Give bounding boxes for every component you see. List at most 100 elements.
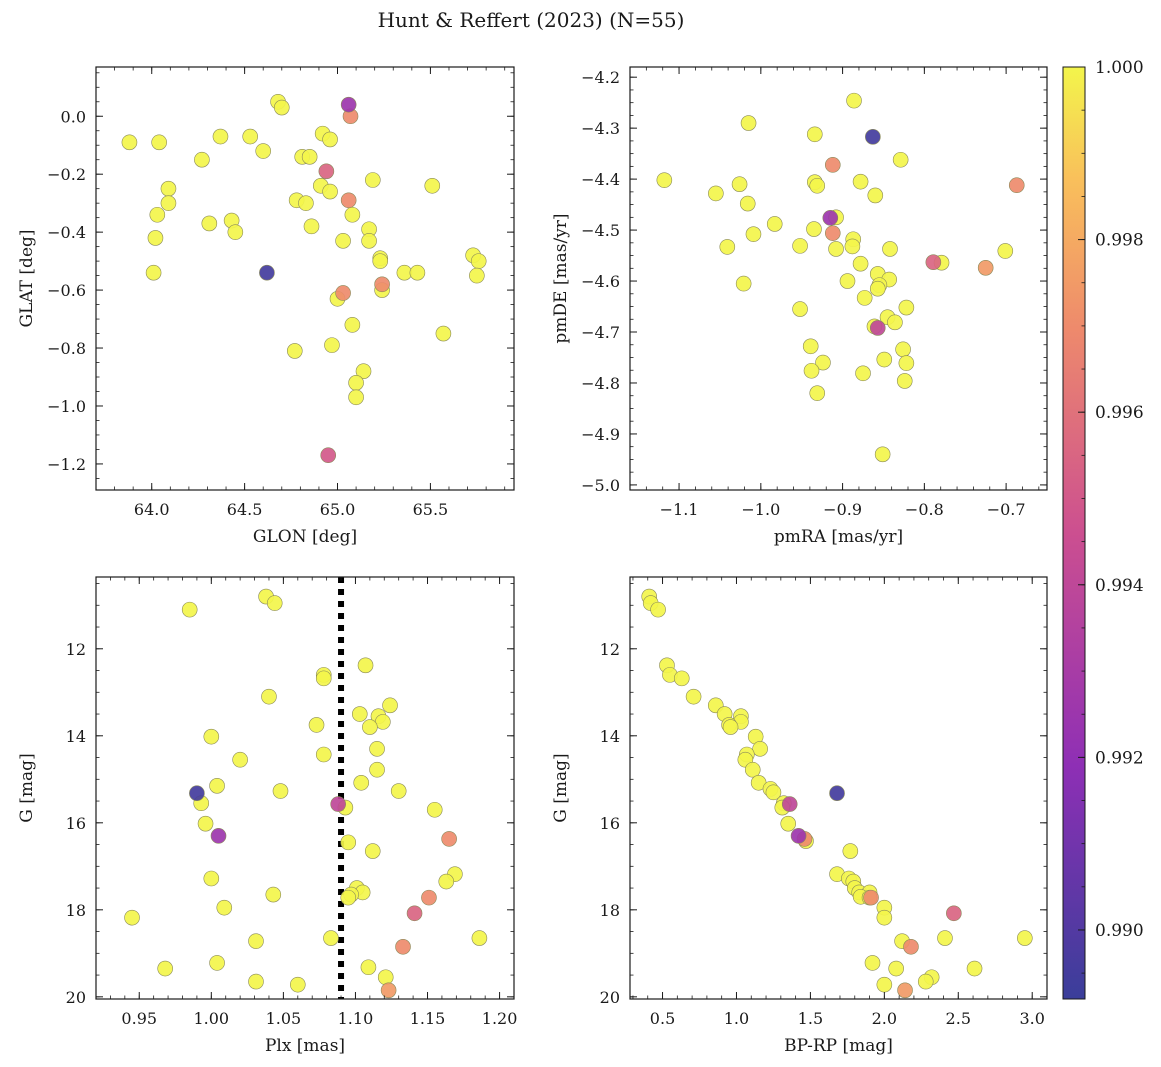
scatter-point — [869, 280, 886, 297]
scatter-point — [121, 134, 138, 151]
scatter-point — [896, 373, 913, 389]
x-axis-label: pmRA [mas/yr] — [774, 527, 903, 547]
scatter-point — [395, 938, 411, 955]
scatter-point — [259, 264, 275, 281]
scatter-point — [937, 930, 953, 946]
scatter-point — [124, 909, 140, 926]
scatter-point — [353, 774, 370, 791]
scatter-point — [344, 206, 361, 223]
scatter-point — [887, 314, 903, 331]
scatter-point — [731, 176, 748, 193]
scatter-point — [301, 149, 318, 165]
scatter-point — [809, 385, 826, 401]
x-tick-label: 1.15 — [410, 1009, 446, 1028]
scatter-point — [844, 238, 861, 255]
y-tick-label: 16 — [600, 814, 620, 833]
y-tick-label: −5.0 — [581, 476, 620, 495]
y-tick-label: 14 — [66, 727, 86, 746]
scatter-point — [355, 363, 372, 380]
y-tick-label: 12 — [66, 640, 86, 659]
scatter-point — [273, 99, 290, 116]
scatter-point — [232, 751, 248, 768]
scatter-point — [382, 697, 398, 714]
scatter-point — [315, 670, 332, 687]
scatter-point — [1008, 177, 1025, 194]
scatter-point — [708, 185, 724, 202]
x-tick-label: 1.00 — [193, 1009, 229, 1028]
scatter-point — [809, 177, 826, 194]
y-tick-label: −4.2 — [581, 68, 620, 87]
colorbar-tick-label: 0.990 — [1095, 921, 1144, 941]
y-tick-label: −4.8 — [581, 374, 620, 393]
x-tick-label: 1.10 — [338, 1009, 374, 1028]
axes-frame — [629, 576, 1048, 1000]
x-tick-label: −0.9 — [823, 500, 862, 519]
scatter-point — [315, 746, 332, 763]
scatter-point — [722, 719, 739, 735]
scatter-point — [181, 601, 198, 618]
y-tick-label: 12 — [600, 640, 620, 659]
scatter-point — [966, 960, 983, 977]
y-tick-label: 18 — [600, 901, 620, 920]
scatter-point — [351, 706, 368, 722]
scatter-point — [656, 172, 673, 188]
scatter-point — [157, 960, 173, 977]
scatter-point — [335, 285, 351, 301]
scatter-point — [441, 831, 457, 847]
scatter-point — [322, 131, 338, 148]
axes-frame — [629, 66, 1048, 491]
scatter-point — [303, 218, 320, 235]
scatter-point — [895, 341, 911, 358]
x-tick-label: 3.0 — [1019, 1009, 1044, 1028]
scatter-point — [340, 96, 357, 113]
scatter-point — [471, 930, 488, 946]
scatter-point — [265, 886, 282, 903]
y-axis-label: G [mag] — [551, 753, 571, 822]
scatter-point — [212, 128, 229, 145]
scatter-point — [869, 320, 886, 336]
scatter-point — [335, 233, 351, 249]
x-tick-label: −0.7 — [987, 500, 1026, 519]
scatter-point — [745, 226, 762, 242]
scatter-point — [867, 187, 884, 204]
scatter-point — [201, 215, 218, 232]
x-tick-label: 1.05 — [266, 1009, 302, 1028]
scatter-point — [318, 163, 335, 180]
colorbar-tick-label: 0.996 — [1095, 403, 1144, 423]
y-axis-label: G [mag] — [17, 753, 37, 822]
y-tick-label: −0.4 — [47, 223, 86, 242]
scatter-point — [766, 216, 783, 232]
y-tick-label: −4.3 — [581, 119, 620, 138]
scatter-point — [917, 973, 934, 990]
scatter-point — [781, 796, 798, 812]
scatter-point — [829, 785, 845, 802]
x-tick-label: −1.0 — [741, 500, 780, 519]
scatter-point — [426, 801, 443, 818]
figure-title: Hunt & Reffert (2023) (N=55) — [378, 8, 685, 32]
scatter-point — [855, 365, 871, 382]
scatter-point — [765, 784, 782, 801]
scatter-point — [903, 938, 919, 955]
scatter-point — [324, 337, 340, 353]
scatter-point — [470, 253, 487, 269]
y-tick-label: −0.6 — [47, 281, 86, 300]
scatter-point — [876, 909, 893, 926]
scatter-point — [348, 375, 364, 391]
y-axis-label: pmDE [mas/yr] — [551, 213, 571, 343]
x-tick-label: 1.0 — [724, 1009, 749, 1028]
y-tick-label: −4.7 — [581, 323, 620, 342]
scatter-point — [340, 889, 357, 906]
scatter-point — [320, 447, 337, 464]
scatter-point — [421, 889, 437, 906]
scatter-point — [203, 870, 220, 887]
scatter-point — [792, 301, 808, 317]
scatter-point — [865, 129, 881, 145]
scatter-point — [160, 180, 177, 197]
scatter-point — [685, 688, 702, 705]
x-tick-label: 1.20 — [482, 1009, 518, 1028]
x-tick-label: 65.5 — [413, 500, 449, 519]
y-tick-label: 16 — [66, 814, 86, 833]
scatter-point — [330, 796, 346, 812]
scatter-point — [806, 126, 823, 143]
scatter-point — [740, 115, 757, 131]
